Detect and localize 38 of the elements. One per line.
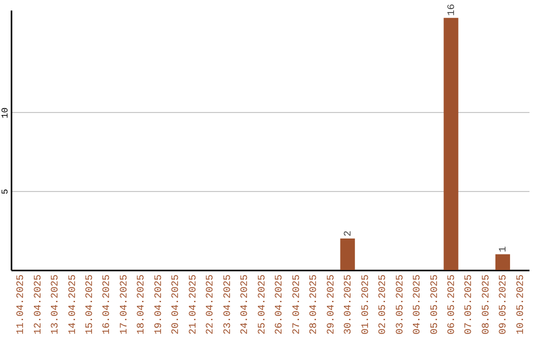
x-tick-label: 11.04.2025 xyxy=(16,274,28,335)
x-tick-label: 16.04.2025 xyxy=(102,274,114,335)
y-tick-label: 5 xyxy=(0,189,10,194)
x-tick-label: 30.04.2025 xyxy=(344,274,355,335)
x-tick-label: 06.05.2025 xyxy=(447,274,458,335)
x-tick-label: 10.05.2025 xyxy=(516,274,527,335)
x-tick-label: 25.04.2025 xyxy=(257,274,268,335)
data-label: 16 xyxy=(447,4,458,16)
bar xyxy=(340,238,355,270)
x-tick-label: 19.04.2025 xyxy=(154,274,165,335)
x-tick-label: 01.05.2025 xyxy=(360,274,372,335)
x-tick-label: 03.05.2025 xyxy=(395,274,406,335)
bar xyxy=(495,254,510,270)
x-tick-label: 24.04.2025 xyxy=(240,274,252,335)
x-tick-label: 08.05.2025 xyxy=(481,274,492,335)
x-tick-label: 07.05.2025 xyxy=(464,274,476,335)
x-tick-label: 13.04.2025 xyxy=(50,274,62,335)
bar xyxy=(444,18,458,270)
y-tick-label: 10 xyxy=(0,108,10,118)
data-label: 2 xyxy=(344,230,355,236)
x-tick-label: 09.05.2025 xyxy=(498,274,510,335)
x-tick-label: 15.04.2025 xyxy=(85,274,96,335)
x-tick-label: 12.04.2025 xyxy=(33,274,44,335)
data-label: 1 xyxy=(498,246,510,252)
x-tick-label: 28.04.2025 xyxy=(309,274,320,335)
x-tick-label: 05.05.2025 xyxy=(430,274,441,335)
x-tick-label: 17.04.2025 xyxy=(119,274,130,335)
x-tick-label: 23.04.2025 xyxy=(222,274,234,335)
x-tick-label: 14.04.2025 xyxy=(68,274,79,335)
x-tick-label: 29.04.2025 xyxy=(326,274,338,335)
x-tick-label: 18.04.2025 xyxy=(136,274,148,335)
x-tick-label: 02.05.2025 xyxy=(378,274,390,335)
x-tick-label: 04.05.2025 xyxy=(412,274,424,335)
x-tick-label: 26.04.2025 xyxy=(274,274,286,335)
x-tick-label: 22.04.2025 xyxy=(206,274,217,335)
x-tick-label: 27.04.2025 xyxy=(292,274,303,335)
x-tick-label: 20.04.2025 xyxy=(171,274,182,335)
x-tick-label: 21.04.2025 xyxy=(188,274,200,335)
